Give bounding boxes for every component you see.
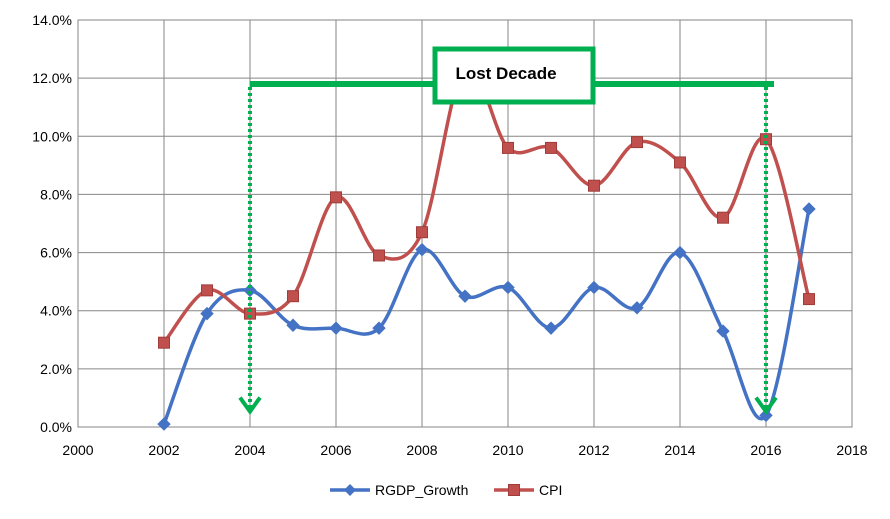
lost-decade-label-box bbox=[432, 46, 596, 105]
x-tick-label: 2008 bbox=[406, 442, 437, 458]
data-point bbox=[630, 301, 644, 315]
data-point bbox=[802, 202, 816, 216]
x-tick-label: 2010 bbox=[492, 442, 523, 458]
data-point bbox=[157, 417, 171, 431]
data-point bbox=[158, 336, 170, 349]
data-point bbox=[458, 289, 472, 303]
y-tick-label: 12.0% bbox=[32, 70, 72, 86]
lost-decade-label: Lost Decade bbox=[455, 64, 556, 83]
x-tick-label: 2016 bbox=[750, 442, 781, 458]
data-point bbox=[201, 284, 213, 297]
x-tick-label: 2012 bbox=[578, 442, 609, 458]
data-point bbox=[243, 283, 257, 298]
data-point bbox=[673, 245, 687, 260]
data-point bbox=[329, 321, 343, 335]
y-tick-label: 8.0% bbox=[40, 186, 72, 202]
y-tick-label: 2.0% bbox=[40, 361, 72, 377]
data-point bbox=[587, 280, 601, 295]
data-point bbox=[803, 293, 815, 306]
data-point bbox=[717, 211, 729, 224]
legend-diamond-marker bbox=[344, 484, 356, 496]
data-point bbox=[588, 179, 600, 192]
data-point bbox=[372, 321, 386, 335]
data-point bbox=[502, 141, 514, 154]
x-tick-label: 2000 bbox=[62, 442, 93, 458]
data-point bbox=[330, 191, 342, 204]
data-point bbox=[544, 321, 558, 335]
data-point bbox=[286, 318, 300, 332]
data-point bbox=[287, 290, 299, 303]
y-tick-label: 10.0% bbox=[32, 128, 72, 144]
x-tick-label: 2006 bbox=[320, 442, 351, 458]
data-point bbox=[415, 242, 429, 257]
x-tick-label: 2014 bbox=[664, 442, 695, 458]
y-tick-label: 6.0% bbox=[40, 245, 72, 261]
x-tick-label: 2004 bbox=[234, 442, 265, 458]
data-point bbox=[759, 408, 773, 423]
data-point bbox=[760, 133, 772, 146]
data-point bbox=[416, 226, 428, 239]
legend-label: CPI bbox=[539, 482, 562, 498]
data-point bbox=[631, 136, 643, 149]
arrow-down-icon bbox=[754, 396, 778, 415]
x-tick-label: 2002 bbox=[148, 442, 179, 458]
legend-label: RGDP_Growth bbox=[375, 482, 468, 498]
data-point bbox=[200, 306, 214, 321]
y-tick-label: 4.0% bbox=[40, 303, 72, 319]
legend-square-marker bbox=[508, 484, 520, 496]
data-point bbox=[545, 141, 557, 154]
y-tick-label: 14.0% bbox=[32, 12, 72, 28]
data-point bbox=[674, 156, 686, 169]
y-tick-label: 0.0% bbox=[40, 419, 72, 435]
x-tick-label: 2018 bbox=[836, 442, 867, 458]
data-point bbox=[373, 249, 385, 262]
arrow-down-icon bbox=[238, 396, 262, 415]
data-point bbox=[716, 324, 730, 338]
data-point bbox=[501, 280, 515, 295]
data-point bbox=[244, 307, 256, 320]
